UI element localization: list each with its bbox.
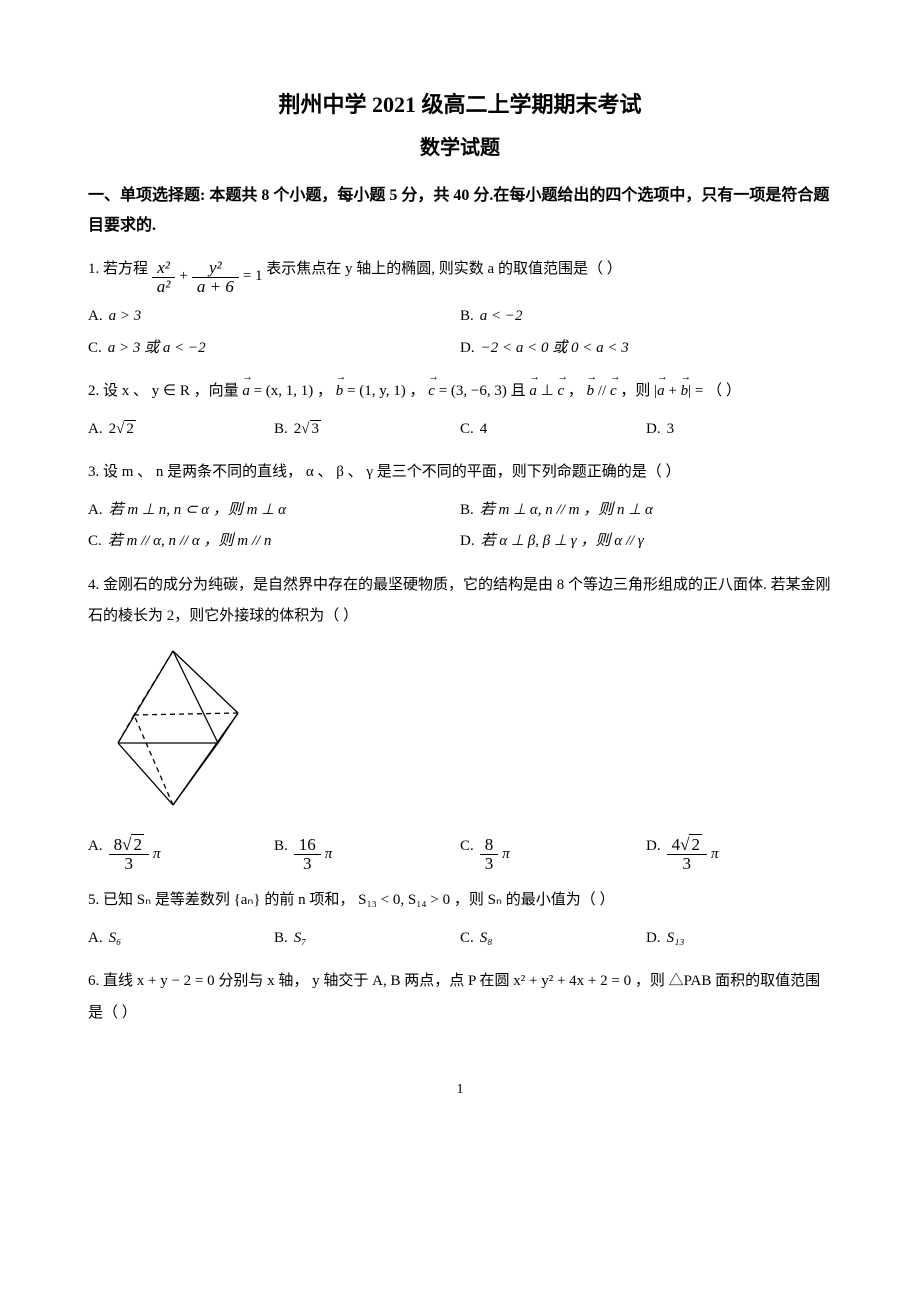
- octahedron-svg: [88, 643, 258, 813]
- question-3: 3. 设 m 、 n 是两条不同的直线， α 、 β 、 γ 是三个不同的平面，…: [88, 457, 832, 558]
- q2-option-a: A.22: [88, 414, 274, 446]
- q1-suffix: 表示焦点在 y 轴上的椭圆, 则实数 a 的取值范围是（ ）: [266, 261, 621, 277]
- question-5: 5. 已知 Sₙ 是等差数列 {aₙ} 的前 n 项和， S₁₃ < 0, S₁…: [88, 885, 832, 954]
- q3-option-a: A.若 m ⊥ n, n ⊂ α ，则 m ⊥ α: [88, 495, 460, 527]
- q4-option-a: A.823π: [88, 831, 274, 873]
- question-6: 6. 直线 x + y − 2 = 0 分别与 x 轴， y 轴交于 A, B …: [88, 966, 832, 1029]
- q5-option-c: C.S₈: [460, 923, 646, 955]
- q4-option-c: C.83π: [460, 831, 646, 873]
- octahedron-figure: [88, 643, 832, 826]
- q4-option-d: D.423π: [646, 831, 832, 873]
- q2-option-d: D.3: [646, 414, 832, 446]
- q5-option-d: D.S₁₃: [646, 923, 832, 955]
- q5-options: A.S₆ B.S₇ C.S₈ D.S₁₃: [88, 923, 832, 955]
- exam-subject: 数学试题: [88, 133, 832, 163]
- q2-options: A.22 B.23 C.4 D.3: [88, 414, 832, 446]
- question-2: 2. 设 x 、 y ∈ R ，向量 a = (x, 1, 1) ， b = (…: [88, 376, 832, 445]
- exam-title: 荆州中学 2021 级高二上学期期末考试: [88, 88, 832, 121]
- question-1: 1. 若方程 x²a² + y²a + 6 = 1 表示焦点在 y 轴上的椭圆,…: [88, 254, 832, 365]
- q6-text: 6. 直线 x + y − 2 = 0 分别与 x 轴， y 轴交于 A, B …: [88, 966, 832, 1029]
- section-1-heading: 一、单项选择题: 本题共 8 个小题，每小题 5 分，共 40 分.在每小题给出…: [88, 181, 832, 242]
- q3-text: 3. 设 m 、 n 是两条不同的直线， α 、 β 、 γ 是三个不同的平面，…: [88, 457, 832, 489]
- q3-options: A.若 m ⊥ n, n ⊂ α ，则 m ⊥ α B.若 m ⊥ α, n /…: [88, 495, 832, 558]
- q2-option-c: C.4: [460, 414, 646, 446]
- q1-option-c: C.a > 3 或 a < −2: [88, 333, 460, 365]
- q4-option-b: B.163π: [274, 831, 460, 873]
- question-4: 4. 金刚石的成分为纯碳，是自然界中存在的最坚硬物质，它的结构是由 8 个等边三…: [88, 570, 832, 873]
- q1-option-a: A.a > 3: [88, 301, 460, 333]
- q3-option-c: C.若 m // α, n // α ，则 m // n: [88, 526, 460, 558]
- q2-option-b: B.23: [274, 414, 460, 446]
- q1-options: A.a > 3 B.a < −2 C.a > 3 或 a < −2 D.−2 <…: [88, 301, 832, 364]
- q4-options: A.823π B.163π C.83π D.423π: [88, 831, 832, 873]
- q1-equation: x²a² + y²a + 6 = 1: [152, 259, 263, 296]
- q3-option-b: B.若 m ⊥ α, n // m ，则 n ⊥ α: [460, 495, 832, 527]
- q3-option-d: D.若 α ⊥ β, β ⊥ γ ，则 α // γ: [460, 526, 832, 558]
- q5-text: 5. 已知 Sₙ 是等差数列 {aₙ} 的前 n 项和， S₁₃ < 0, S₁…: [88, 885, 832, 917]
- q5-option-b: B.S₇: [274, 923, 460, 955]
- q1-option-d: D.−2 < a < 0 或 0 < a < 3: [460, 333, 832, 365]
- q4-text: 4. 金刚石的成分为纯碳，是自然界中存在的最坚硬物质，它的结构是由 8 个等边三…: [88, 570, 832, 633]
- q5-option-a: A.S₆: [88, 923, 274, 955]
- q1-prefix: 1. 若方程: [88, 261, 148, 277]
- q1-option-b: B.a < −2: [460, 301, 832, 333]
- page-number: 1: [88, 1079, 832, 1100]
